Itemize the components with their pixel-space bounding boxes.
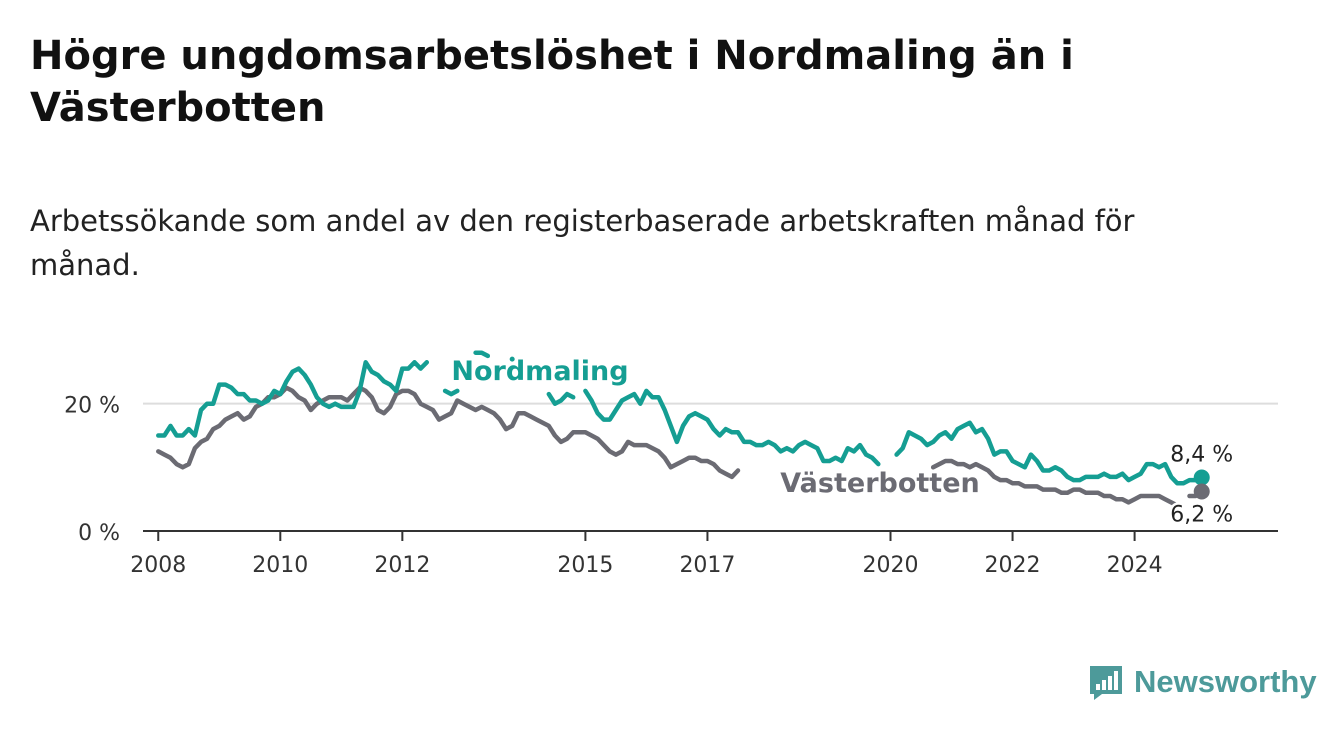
x-tick-label: 2012 [374, 553, 430, 578]
y-tick-label: 20 % [64, 394, 120, 419]
series-line-vasterbotten [930, 458, 1180, 508]
series-line-nordmaling [583, 388, 881, 467]
chart-title: Högre ungdomsarbetslöshet i Nordmaling ä… [30, 33, 1074, 131]
bar-chart-logo-icon [1090, 666, 1122, 700]
series-line-nordmaling [546, 391, 576, 406]
series-line-nordmaling [156, 360, 430, 438]
series-line-nordmaling [509, 356, 515, 362]
x-tick-label: 2008 [130, 553, 186, 578]
end-value-label-vasterbotten: 6,2 % [1170, 503, 1233, 528]
series-line-nordmaling [894, 420, 1204, 486]
x-tick-label: 2017 [679, 553, 735, 578]
y-tick-label: 0 % [78, 521, 120, 546]
series-line-vasterbotten [156, 385, 741, 480]
series-line-nordmaling [473, 350, 491, 359]
series-label-vasterbotten: Västerbotten [780, 468, 979, 499]
end-value-label-nordmaling: 8,4 % [1170, 443, 1233, 468]
brand-name: Newsworthy [1134, 664, 1317, 699]
chart-subtitle: Arbetssökande som andel av den registerb… [30, 204, 1135, 282]
brand-logo: Newsworthy [1088, 660, 1317, 704]
x-tick-label: 2022 [985, 553, 1041, 578]
x-tick-label: 2024 [1107, 553, 1163, 578]
x-tick-label: 2015 [557, 553, 613, 578]
x-tick-label: 2010 [252, 553, 308, 578]
series-line-nordmaling [442, 388, 460, 397]
x-tick-label: 2020 [863, 553, 919, 578]
end-marker-vasterbotten [1193, 483, 1210, 500]
series-label-nordmaling: Nordmaling [451, 356, 628, 387]
end-marker-nordmaling [1193, 469, 1210, 486]
